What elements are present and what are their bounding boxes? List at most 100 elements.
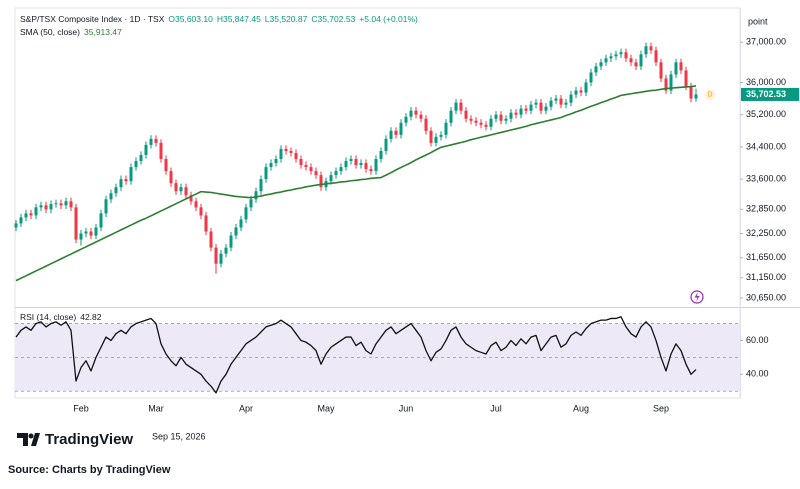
candle-body [559,98,563,105]
candle-body [479,122,483,125]
candle-body [679,62,683,71]
candle-body [89,231,93,236]
candle-body [499,114,503,121]
legend-close: C35,702.53 [311,14,355,24]
rsi-legend: RSI (14, close) 42.82 [20,312,102,322]
candle-body [149,138,153,145]
candle-body [509,112,513,119]
candle-body [124,179,128,182]
candle-body [484,124,488,127]
candle-body [589,72,593,83]
candle-body [489,118,493,127]
candle-body [409,110,413,117]
legend-low: L35,520.87 [265,14,308,24]
candle-body [424,118,428,131]
candle-body [474,120,478,123]
sma-line [15,85,697,282]
scale-label: point [748,16,768,26]
candle-body [384,138,388,151]
x-tick-label: Mar [148,403,164,413]
candle-body [599,62,603,67]
tradingview-logo [17,433,40,446]
candle-body [204,215,208,232]
y-tick-label: 37,000.00 [746,37,786,47]
candle-body [539,102,543,111]
candle-body [234,227,238,236]
candle-body [269,163,273,168]
candle-body [614,54,618,57]
legend-high: H35,847.45 [217,14,261,24]
candle-body [249,199,253,208]
candle-body [309,167,313,172]
candle-body [524,108,528,111]
x-tick-label: Jun [399,403,414,413]
candle-body [189,195,193,202]
sma-value: 35,913.47 [84,27,122,37]
candle-body [214,247,218,264]
alert-icon [690,290,704,304]
candle-body [399,122,403,135]
y-tick-label: 31,650.00 [746,252,786,262]
candle-body [669,74,673,91]
y-tick-label: 32,850.00 [746,204,786,214]
y-tick-label: 33,600.00 [746,174,786,184]
candle-body [444,122,448,135]
candle-body [604,58,608,63]
candle-body [674,62,678,75]
session-marker [704,88,716,100]
candle-body [294,152,298,160]
legend-title: S&P/TSX Composite Index · 1D · TSX [20,14,165,24]
candle-body [314,171,318,176]
candle-body [69,201,73,208]
sma-name: SMA (50, close) [20,27,80,37]
candle-body [494,114,498,119]
source: Source: Charts by TradingView [8,464,171,476]
candle-body [109,193,113,200]
candle-body [624,52,628,59]
candle-body [264,167,268,180]
last-price-label: 35,702.53 [746,89,786,99]
candle-body [564,102,568,105]
candle-body [504,118,508,121]
rsi-name: RSI (14, close) [20,312,76,322]
candle-body [359,163,363,166]
candle-body [99,213,103,228]
candle-body [394,130,398,135]
candle-body [454,102,458,111]
candle-body [184,187,188,196]
candle-body [534,102,538,105]
candle-body [94,227,98,236]
session-marker-label: D [707,91,712,98]
candle-body [374,159,378,172]
y-tick-label: 35,200.00 [746,109,786,119]
candle-body [514,112,518,115]
rsi-value: 42.82 [80,312,102,322]
candle-body [179,187,183,192]
candle-body [134,161,138,168]
candle-body [389,130,393,139]
candle-body [254,191,258,200]
candle-body [419,114,423,119]
candle-body [344,161,348,168]
candle-body [459,102,463,111]
candle-body [544,106,548,111]
candle-body [694,94,698,99]
candle-body [379,150,383,160]
candle-body [334,171,338,176]
candle-body [24,213,28,218]
sma-legend: SMA (50, close) 35,913.47 [20,27,122,37]
candle-body [429,130,433,143]
x-tick-label: May [317,403,335,413]
candle-body [229,235,233,248]
candle-body [19,217,23,224]
candle-body [74,207,78,240]
candle-body [594,66,598,73]
candle-body [44,205,48,210]
legend-open: O35,603.10 [168,14,213,24]
candle-body [224,247,228,254]
candle-body [14,223,18,228]
candle-body [364,163,368,170]
candle-body [129,167,133,182]
candle-body [54,203,58,205]
